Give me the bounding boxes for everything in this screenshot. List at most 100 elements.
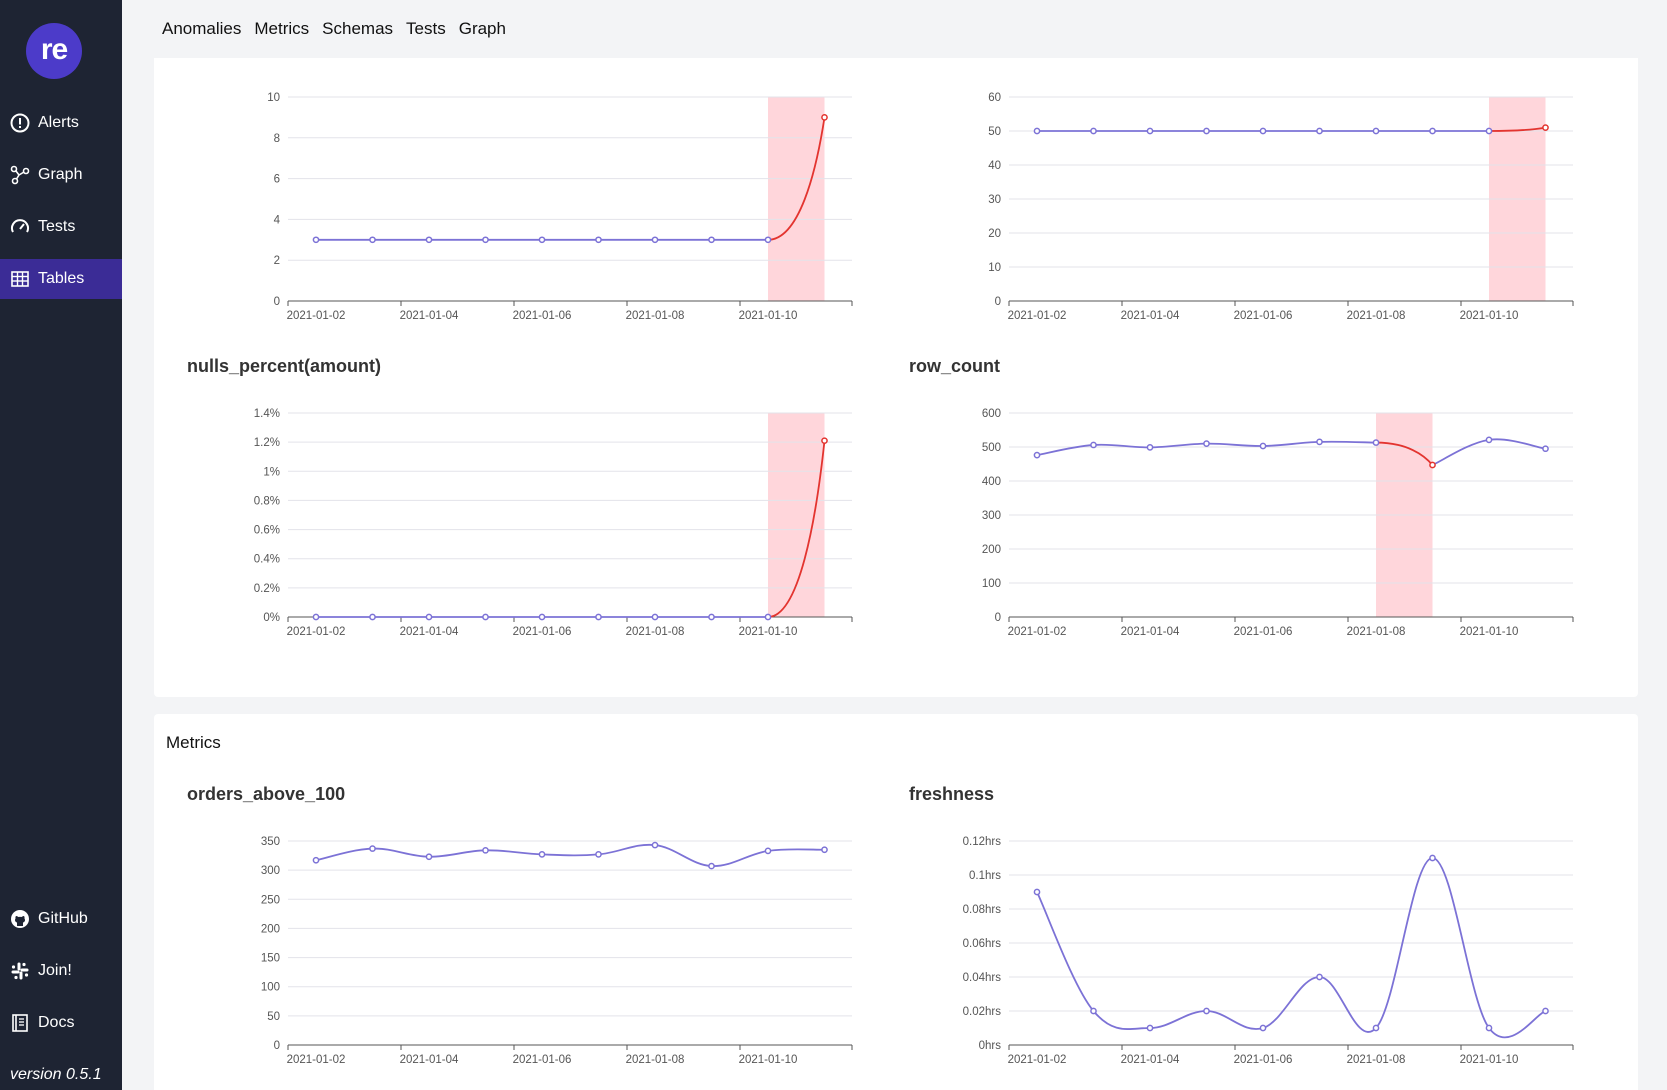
- data-point: [312, 613, 320, 621]
- chart-title-freshness: freshness: [909, 784, 995, 804]
- sidebar-item-label: GitHub: [38, 910, 88, 927]
- y-tick-label: 300: [261, 865, 280, 877]
- sidebar-item-tests[interactable]: Tests: [0, 207, 122, 247]
- y-tick-label: 0.1hrs: [969, 870, 1001, 882]
- y-tick-label: 0: [995, 296, 1001, 308]
- sidebar-item-docs[interactable]: Docs: [0, 1003, 122, 1043]
- y-tick-label: 150: [261, 953, 280, 965]
- data-point: [369, 845, 376, 852]
- tab-metrics[interactable]: Metrics: [254, 19, 310, 38]
- y-tick-label: 600: [982, 408, 1001, 420]
- data-point: [1542, 445, 1549, 453]
- re-logo[interactable]: re: [26, 23, 82, 79]
- data-point: [482, 846, 489, 854]
- tab-anomalies[interactable]: Anomalies: [162, 19, 242, 38]
- y-tick-label: 0hrs: [979, 1040, 1002, 1052]
- data-point: [651, 841, 659, 849]
- slack-icon: [10, 961, 30, 981]
- y-tick-label: 1.4%: [254, 408, 280, 420]
- data-point: [651, 613, 659, 621]
- data-point: [1542, 124, 1549, 131]
- data-point: [1542, 1007, 1549, 1015]
- x-tick-label: 2021-01-04: [1121, 1054, 1180, 1066]
- sidebar-item-join[interactable]: Join!: [0, 951, 122, 991]
- x-tick-label: 2021-01-10: [739, 1054, 798, 1066]
- data-point: [482, 613, 489, 621]
- y-tick-label: 0: [274, 296, 280, 308]
- x-tick-label: 2021-01-06: [1234, 626, 1293, 638]
- data-point: [1033, 888, 1041, 896]
- tab-graph[interactable]: Graph: [458, 19, 506, 38]
- chart-row-count: 0 100 200 300 400 500 600 2021-01-02 2021-01-04 2…: [982, 408, 1574, 638]
- github-icon: [10, 909, 30, 929]
- data-point: [425, 236, 433, 244]
- x-tick-label: 2021-01-02: [1008, 310, 1067, 322]
- y-tick-label: 6: [274, 174, 280, 186]
- y-tick-label: 0.4%: [254, 554, 280, 566]
- y-tick-label: 500: [982, 442, 1001, 454]
- data-point: [538, 613, 546, 621]
- data-point: [1259, 127, 1267, 135]
- sidebar-item-alerts[interactable]: Alerts: [0, 103, 122, 143]
- sidebar-item-label: Join!: [38, 962, 72, 979]
- y-tick-label: 0.08hrs: [963, 904, 1002, 916]
- x-tick-label: 2021-01-06: [513, 310, 572, 322]
- tab-schemas[interactable]: Schemas: [322, 19, 394, 38]
- data-point: [708, 613, 715, 621]
- data-point: [1203, 440, 1210, 447]
- data-point: [708, 236, 715, 244]
- y-tick-label: 50: [988, 126, 1001, 138]
- chart-test-1: 0 2 4 6 8 10 2021-01-02 2021-01-04 2021-01-06 202…: [267, 92, 853, 322]
- data-point: [708, 862, 715, 870]
- x-tick-label: 2021-01-02: [1008, 626, 1067, 638]
- data-point: [1429, 127, 1436, 135]
- x-tick-label: 2021-01-02: [287, 310, 346, 322]
- data-point: [425, 853, 433, 861]
- y-tick-label: 0.8%: [254, 495, 280, 507]
- data-point: [1429, 854, 1436, 862]
- series-line: [315, 843, 825, 867]
- sidebar-item-tables[interactable]: Tables: [0, 259, 122, 299]
- y-tick-label: 0%: [263, 612, 280, 624]
- x-tick-label: 2021-01-10: [1460, 310, 1519, 322]
- data-point: [312, 236, 320, 244]
- data-point: [1146, 127, 1154, 135]
- sidebar-item-label: Graph: [38, 166, 83, 183]
- sidebar-item-graph[interactable]: Graph: [0, 155, 122, 195]
- x-tick-label: 2021-01-06: [1234, 310, 1293, 322]
- x-tick-label: 2021-01-04: [400, 626, 459, 638]
- series-line: [1036, 857, 1546, 1039]
- y-tick-label: 8: [274, 133, 280, 145]
- x-tick-label: 2021-01-02: [1008, 1054, 1067, 1066]
- y-tick-label: 60: [988, 92, 1001, 104]
- data-point: [821, 846, 828, 854]
- chart-nulls-percent: 0% 0.2% 0.4% 0.6% 0.8% 1% 1.2% 1.4% 2021-01-02 20…: [254, 408, 853, 638]
- chart-test-2: 0 10 20 30 40 50 60 2021-01-02 2021-01-04 2021-01…: [988, 92, 1574, 322]
- data-point: [1090, 441, 1097, 449]
- y-tick-label: 300: [982, 510, 1001, 522]
- data-point: [1259, 442, 1267, 450]
- anomaly-line: [1375, 441, 1434, 466]
- x-tick-label: 2021-01-10: [739, 310, 798, 322]
- data-point: [651, 236, 659, 244]
- sidebar-item-label: Docs: [38, 1014, 75, 1031]
- y-tick-label: 30: [988, 194, 1001, 206]
- y-tick-label: 10: [988, 262, 1001, 274]
- data-point: [1372, 127, 1380, 135]
- sidebar-item-github[interactable]: GitHub: [0, 899, 122, 939]
- metrics-heading: Metrics: [166, 733, 221, 752]
- y-tick-label: 10: [267, 92, 280, 104]
- y-tick-label: 4: [274, 214, 281, 226]
- tab-tests[interactable]: Tests: [406, 19, 446, 38]
- data-point: [312, 856, 320, 864]
- x-tick-label: 2021-01-06: [1234, 1054, 1293, 1066]
- data-point: [595, 613, 602, 621]
- y-tick-label: 200: [261, 923, 280, 935]
- y-tick-label: 350: [261, 836, 280, 848]
- data-point: [821, 437, 828, 445]
- alert-circle-icon: [10, 113, 30, 133]
- sidebar: re Alerts Graph Tests Tables GitHub Joi: [0, 0, 122, 1090]
- data-point: [1203, 1007, 1210, 1015]
- data-point: [1203, 127, 1210, 135]
- data-point: [764, 613, 772, 621]
